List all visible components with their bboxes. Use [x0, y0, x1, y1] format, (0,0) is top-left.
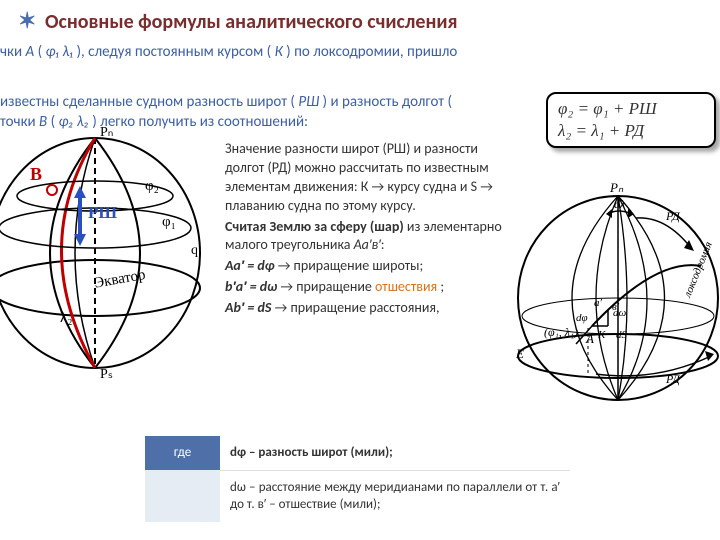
label-K: K — [597, 329, 606, 341]
eq: Аа′ = dφ — [225, 257, 275, 274]
loxodrome-diagram: Pₙ dλ РД локсодромия a′ в′ dω dφ K A dS … — [516, 158, 720, 403]
label-a: a′ — [594, 297, 603, 309]
label-RD: РД — [665, 209, 681, 223]
triangle-name: Аа′в′ — [354, 236, 381, 253]
label-B: В — [30, 164, 42, 184]
formula-box: φ₂ = φ₁ + РШ λ₂ = λ₁ + РД — [546, 92, 716, 148]
txt: известны сделанные судном разность широт… — [0, 93, 295, 111]
table-spacer — [145, 470, 220, 522]
table-row: где dφ – разность широт (мили); — [145, 436, 570, 470]
K: К — [275, 43, 283, 61]
label-l2: λ₂ — [60, 310, 73, 326]
txt: ( — [38, 43, 43, 61]
bold-sphere: Считая Землю за сферу (шар) — [225, 218, 404, 235]
intro-line-1: чки А ( φ₁ λ₁ ), следуя постоянным курсо… — [0, 42, 720, 62]
otshestviye: отшествия — [375, 278, 437, 295]
eq: b′а′ = dω — [225, 278, 277, 295]
body-line-dS: Аb′ = dS → приращение расстояния, — [225, 299, 511, 318]
label-RSh: РШ — [88, 203, 117, 222]
table-cell-domega: dω – расстояние между меридианами по пар… — [220, 470, 570, 522]
body-line-domega: b′а′ = dω → приращение отшествия ; — [225, 278, 511, 297]
label-dphi: dφ — [576, 312, 588, 324]
label-PN: Pₙ — [100, 125, 113, 140]
rsh: РШ — [298, 93, 319, 111]
label-dS: dS — [616, 329, 628, 341]
phi1-lambda1: φ₁ λ₁ — [46, 43, 74, 61]
label-PS: Pₛ — [100, 367, 113, 380]
label-dom: dω — [613, 307, 627, 319]
txt: ) и разность долгот ( — [323, 93, 452, 111]
label-PN2: Pₙ — [609, 180, 624, 195]
explanation-text: Значение разности широт (РШ) и разности … — [225, 140, 511, 320]
definitions-table: где dφ – разность широт (мили); dω – рас… — [145, 436, 570, 522]
txt: ), следуя постоянным курсом ( — [77, 43, 272, 61]
txt: ; — [440, 278, 444, 295]
label-coord: (φ₁, λ₁) — [544, 325, 578, 339]
point-A: А — [26, 43, 35, 61]
eq: Аb′ = dS — [225, 299, 271, 316]
globe-diagram: Pₙ Pₛ В φ₂ φ₁ РШ q λ₂ Экватор — [0, 118, 215, 380]
body-p1: Значение разности широт (РШ) и разности … — [225, 140, 511, 216]
page-title: ✶ Основные формулы аналитического счисле… — [18, 6, 457, 36]
txt: ) по локсодромии, пришло — [286, 43, 457, 61]
body-line-dphi: Аа′ = dφ → приращение широты; — [225, 257, 511, 276]
label-RD2: РД — [665, 372, 681, 386]
txt: → приращение широты; — [278, 257, 424, 274]
label-A: A — [585, 331, 594, 346]
table-row: dω – расстояние между меридианами по пар… — [145, 470, 570, 522]
formula-row-2: λ₂ = λ₁ + РД — [558, 120, 704, 142]
body-p2: Считая Землю за сферу (шар) из элементар… — [225, 218, 511, 256]
txt: dφ – разность широт (мили); — [230, 445, 393, 460]
title-star-icon: ✶ — [18, 7, 36, 34]
txt: чки — [0, 43, 26, 61]
table-header: где — [145, 436, 220, 470]
label-dlam: dλ — [614, 197, 625, 211]
label-q: q — [191, 243, 198, 258]
formula-row-1: φ₂ = φ₁ + РШ — [558, 98, 704, 120]
txt: → приращение расстояния, — [275, 299, 440, 316]
title-text: Основные формулы аналитического счислени… — [45, 10, 458, 34]
txt: → приращение — [280, 278, 375, 295]
label-E: E — [516, 346, 524, 361]
table-cell-dphi: dφ – разность широт (мили); — [220, 436, 570, 470]
label-phi1: φ₁ — [162, 214, 176, 230]
label-phi2: φ₂ — [145, 178, 159, 194]
